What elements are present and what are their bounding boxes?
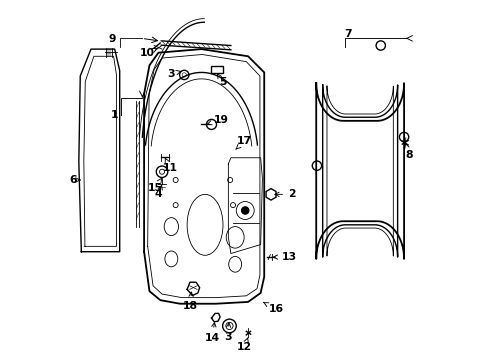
Text: 2: 2 <box>274 189 295 199</box>
Text: 7: 7 <box>344 29 351 39</box>
Text: 19: 19 <box>207 115 228 125</box>
Bar <box>210 66 223 73</box>
Text: 16: 16 <box>263 302 283 314</box>
Text: 17: 17 <box>236 136 251 149</box>
Text: 13: 13 <box>273 252 296 262</box>
Text: 11: 11 <box>162 158 177 173</box>
Text: 3: 3 <box>166 69 180 79</box>
Circle shape <box>375 41 385 50</box>
Text: 5: 5 <box>217 74 226 87</box>
Text: 1: 1 <box>111 111 118 121</box>
Text: 6: 6 <box>69 175 80 185</box>
Text: 10: 10 <box>139 48 157 58</box>
Text: 3: 3 <box>224 323 231 342</box>
Text: 9: 9 <box>108 34 116 44</box>
Circle shape <box>399 132 408 141</box>
Circle shape <box>241 206 249 215</box>
Text: 18: 18 <box>183 292 198 311</box>
Text: 14: 14 <box>204 323 219 343</box>
Text: 8: 8 <box>404 144 412 160</box>
Text: 15: 15 <box>148 178 163 193</box>
Circle shape <box>312 161 321 170</box>
Text: 12: 12 <box>237 338 251 352</box>
Text: 4: 4 <box>154 185 162 199</box>
